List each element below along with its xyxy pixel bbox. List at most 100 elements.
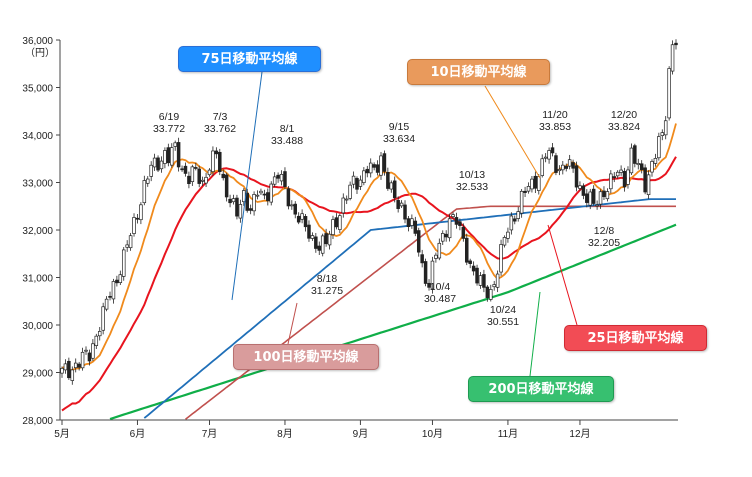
candle-body xyxy=(204,176,208,184)
candle-body xyxy=(591,188,596,204)
candle-body xyxy=(416,230,421,253)
candle-body xyxy=(430,260,435,290)
candle-body xyxy=(554,155,558,173)
candle-body xyxy=(60,368,64,374)
candle-body xyxy=(471,265,476,272)
annotation-value: 33.762 xyxy=(204,123,236,135)
annotation-value: 31.275 xyxy=(311,285,343,297)
candle-body xyxy=(331,219,335,235)
candle-body xyxy=(646,174,651,196)
candle-body xyxy=(351,175,356,185)
ma75-pointer xyxy=(231,71,263,301)
candle-body xyxy=(166,147,171,164)
candle-body xyxy=(111,281,116,300)
candle-body xyxy=(235,197,239,217)
candle-body xyxy=(633,145,637,164)
candle-body xyxy=(454,217,459,225)
candle-body xyxy=(468,260,472,264)
candle-body xyxy=(626,169,630,185)
legend-ma25: 25日移動平均線 xyxy=(564,325,707,351)
y-unit-label: （円） xyxy=(25,47,55,59)
candle-body xyxy=(115,279,119,284)
candle-body xyxy=(73,362,78,369)
candle-body xyxy=(574,165,579,188)
candle-body xyxy=(132,217,136,234)
candle-body xyxy=(67,360,71,379)
candle-body xyxy=(231,198,236,203)
ma200-pointer xyxy=(529,291,541,377)
candle-body xyxy=(252,194,256,212)
x-tick-label: 9月 xyxy=(353,428,369,440)
candle-body xyxy=(101,306,105,331)
candle-body xyxy=(238,204,243,219)
y-tick-label: 33,000 xyxy=(22,179,53,190)
candle-body xyxy=(530,178,534,190)
candle-body xyxy=(218,151,222,173)
candle-body xyxy=(420,254,424,264)
legend-ma75: 75日移動平均線 xyxy=(178,46,321,72)
candle-body xyxy=(413,220,418,234)
candle-body xyxy=(327,233,332,246)
candle-body xyxy=(451,214,455,218)
candle-body xyxy=(163,150,167,164)
candle-body xyxy=(636,163,641,166)
candle-body xyxy=(344,198,349,201)
candle-body xyxy=(375,164,380,173)
candle-body xyxy=(379,155,383,176)
candle-body xyxy=(612,176,617,178)
candle-body xyxy=(595,204,599,207)
candle-body xyxy=(341,197,346,214)
candle-body xyxy=(97,331,102,337)
candle-body xyxy=(598,191,603,205)
ma10-pointer xyxy=(484,85,541,179)
ma200-line xyxy=(109,223,677,421)
annotation-date: 10/4 xyxy=(430,281,451,293)
y-tick-label: 32,000 xyxy=(22,226,53,237)
candle-body xyxy=(214,150,219,155)
candle-body xyxy=(207,169,212,176)
candle-body xyxy=(482,274,486,288)
candle-body xyxy=(444,233,448,238)
candle-body xyxy=(211,150,215,172)
candle-body xyxy=(276,174,280,179)
candle-body xyxy=(228,198,232,204)
y-axis: 28,000 29,000 30,000 31,000 32,000 33,000 34,0… xyxy=(22,36,61,427)
candle-body xyxy=(506,231,510,239)
candle-body xyxy=(197,168,201,184)
candle-body xyxy=(609,173,613,190)
candle-body xyxy=(296,215,301,223)
candle-body xyxy=(300,213,304,220)
candle-body xyxy=(650,161,654,173)
candle-body xyxy=(386,172,390,189)
candle-body xyxy=(667,68,671,119)
annotation-value: 33.772 xyxy=(153,123,185,135)
candle-body xyxy=(348,184,352,199)
candle-body xyxy=(399,202,404,207)
y-tick-label: 29,000 xyxy=(22,369,53,380)
candle-body xyxy=(537,176,541,191)
x-tick-label: 5月 xyxy=(54,428,70,440)
candle-body xyxy=(434,254,438,259)
candle-body xyxy=(368,162,373,174)
candle-body xyxy=(159,160,164,170)
candle-body xyxy=(406,218,411,227)
candle-body xyxy=(152,157,157,168)
candle-body xyxy=(461,226,466,239)
candle-body xyxy=(622,170,627,188)
candle-body xyxy=(173,142,177,147)
candle-body xyxy=(279,174,284,182)
annotation-date: 11/20 xyxy=(542,109,568,121)
candle-body xyxy=(495,273,500,288)
candle-body xyxy=(389,182,394,190)
candle-body xyxy=(543,156,548,159)
x-tick-label: 10月 xyxy=(422,428,443,440)
annotation-value: 33.634 xyxy=(383,133,415,145)
candle-body xyxy=(290,204,294,207)
candle-body xyxy=(156,157,160,171)
candle-body xyxy=(255,194,260,197)
candle-body xyxy=(118,274,123,283)
candle-body xyxy=(77,363,81,368)
annotation-value: 32.533 xyxy=(456,181,488,193)
candle-body xyxy=(365,168,370,174)
